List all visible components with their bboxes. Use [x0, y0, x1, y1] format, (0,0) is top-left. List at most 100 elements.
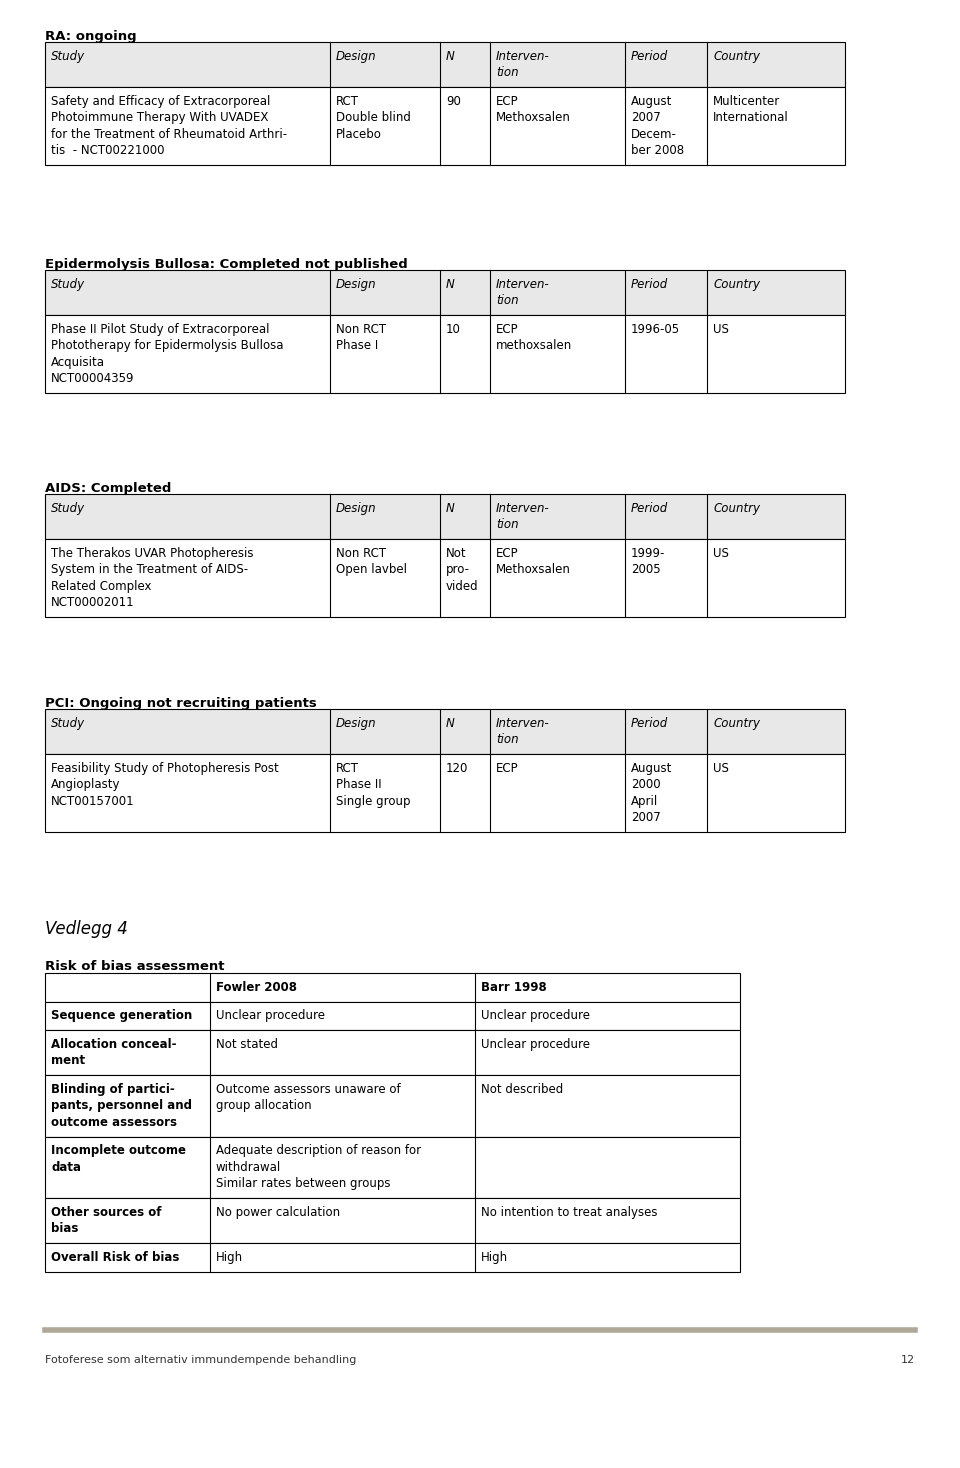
Text: bias: bias: [51, 1223, 79, 1235]
Text: tion: tion: [496, 733, 518, 746]
Bar: [45, 539, 845, 617]
Text: 120: 120: [446, 762, 468, 775]
Text: 2005: 2005: [631, 564, 660, 577]
Text: Allocation conceal-: Allocation conceal-: [51, 1038, 177, 1051]
Text: Feasibility Study of Photopheresis Post: Feasibility Study of Photopheresis Post: [51, 762, 278, 775]
Text: 1999-: 1999-: [631, 546, 665, 559]
Text: Interven-: Interven-: [496, 716, 550, 730]
Text: US: US: [713, 546, 729, 559]
Text: US: US: [713, 323, 729, 336]
Text: NCT00002011: NCT00002011: [51, 596, 134, 609]
Text: Design: Design: [336, 502, 376, 515]
Text: Unclear procedure: Unclear procedure: [481, 1010, 590, 1022]
Text: 2007: 2007: [631, 812, 660, 824]
Bar: [45, 43, 845, 87]
Text: Multicenter: Multicenter: [713, 95, 780, 107]
Text: Sequence generation: Sequence generation: [51, 1010, 192, 1022]
Text: Period: Period: [631, 277, 668, 291]
Bar: [45, 1001, 740, 1031]
Text: Methoxsalen: Methoxsalen: [496, 564, 571, 577]
Text: Overall Risk of bias: Overall Risk of bias: [51, 1251, 180, 1264]
Text: Not stated: Not stated: [216, 1038, 278, 1051]
Text: Period: Period: [631, 502, 668, 515]
Text: Epidermolysis Bullosa: Completed not published: Epidermolysis Bullosa: Completed not pub…: [45, 258, 408, 272]
Bar: [45, 1198, 740, 1243]
Bar: [45, 495, 845, 539]
Text: withdrawal: withdrawal: [216, 1161, 281, 1174]
Text: Period: Period: [631, 716, 668, 730]
Text: Country: Country: [713, 502, 760, 515]
Text: Phototherapy for Epidermolysis Bullosa: Phototherapy for Epidermolysis Bullosa: [51, 339, 283, 352]
Text: RCT: RCT: [336, 762, 359, 775]
Text: Phase I: Phase I: [336, 339, 378, 352]
Text: 2000: 2000: [631, 778, 660, 791]
Text: Fowler 2008: Fowler 2008: [216, 981, 297, 994]
Text: group allocation: group allocation: [216, 1100, 312, 1113]
Text: 1996-05: 1996-05: [631, 323, 680, 336]
Text: Design: Design: [336, 716, 376, 730]
Text: tion: tion: [496, 518, 518, 531]
Text: Similar rates between groups: Similar rates between groups: [216, 1177, 391, 1191]
Bar: [45, 87, 845, 164]
Text: Photoimmune Therapy With UVADEX: Photoimmune Therapy With UVADEX: [51, 112, 269, 125]
Text: Interven-: Interven-: [496, 277, 550, 291]
Text: Period: Period: [631, 50, 668, 63]
Text: August: August: [631, 95, 672, 107]
Text: Decem-: Decem-: [631, 128, 677, 141]
Bar: [45, 709, 845, 755]
Text: Open lavbel: Open lavbel: [336, 564, 407, 577]
Text: Study: Study: [51, 50, 85, 63]
Text: No power calculation: No power calculation: [216, 1205, 340, 1218]
Text: PCI: Ongoing not recruiting patients: PCI: Ongoing not recruiting patients: [45, 697, 317, 711]
Text: International: International: [713, 112, 789, 125]
Text: for the Treatment of Rheumatoid Arthri-: for the Treatment of Rheumatoid Arthri-: [51, 128, 287, 141]
Text: Unclear procedure: Unclear procedure: [481, 1038, 590, 1051]
Text: High: High: [481, 1251, 508, 1264]
Bar: [45, 316, 845, 393]
Bar: [45, 755, 845, 832]
Text: Interven-: Interven-: [496, 50, 550, 63]
Text: RA: ongoing: RA: ongoing: [45, 29, 136, 43]
Text: The Therakos UVAR Photopheresis: The Therakos UVAR Photopheresis: [51, 546, 253, 559]
Text: Non RCT: Non RCT: [336, 323, 386, 336]
Text: tion: tion: [496, 66, 518, 79]
Bar: [45, 1136, 740, 1198]
Text: tis  - NCT00221000: tis - NCT00221000: [51, 144, 164, 157]
Text: Acquisita: Acquisita: [51, 355, 105, 368]
Text: N: N: [446, 50, 455, 63]
Text: 2007: 2007: [631, 112, 660, 125]
Text: High: High: [216, 1251, 243, 1264]
Text: ber 2008: ber 2008: [631, 144, 684, 157]
Text: Fotoferese som alternativ immundempende behandling: Fotoferese som alternativ immundempende …: [45, 1355, 356, 1365]
Text: N: N: [446, 502, 455, 515]
Text: Phase II Pilot Study of Extracorporeal: Phase II Pilot Study of Extracorporeal: [51, 323, 270, 336]
Text: Risk of bias assessment: Risk of bias assessment: [45, 960, 225, 973]
Bar: [45, 1031, 740, 1075]
Text: Design: Design: [336, 50, 376, 63]
Text: 10: 10: [446, 323, 461, 336]
Text: Vedlegg 4: Vedlegg 4: [45, 920, 128, 938]
Text: Angioplasty: Angioplasty: [51, 778, 121, 791]
Text: Methoxsalen: Methoxsalen: [496, 112, 571, 125]
Text: Outcome assessors unaware of: Outcome assessors unaware of: [216, 1083, 400, 1095]
Text: Single group: Single group: [336, 794, 411, 807]
Text: Not: Not: [446, 546, 467, 559]
Bar: [45, 973, 740, 1001]
Bar: [45, 270, 845, 316]
Text: 90: 90: [446, 95, 461, 107]
Text: Non RCT: Non RCT: [336, 546, 386, 559]
Text: Country: Country: [713, 716, 760, 730]
Text: 12: 12: [900, 1355, 915, 1365]
Text: Study: Study: [51, 716, 85, 730]
Text: pro-: pro-: [446, 564, 470, 577]
Text: ECP: ECP: [496, 323, 518, 336]
Text: ECP: ECP: [496, 762, 518, 775]
Text: US: US: [713, 762, 729, 775]
Text: Country: Country: [713, 50, 760, 63]
Text: Related Complex: Related Complex: [51, 580, 152, 593]
Text: Incomplete outcome: Incomplete outcome: [51, 1144, 186, 1157]
Text: RCT: RCT: [336, 95, 359, 107]
Text: NCT00157001: NCT00157001: [51, 794, 134, 807]
Text: vided: vided: [446, 580, 479, 593]
Text: Phase II: Phase II: [336, 778, 382, 791]
